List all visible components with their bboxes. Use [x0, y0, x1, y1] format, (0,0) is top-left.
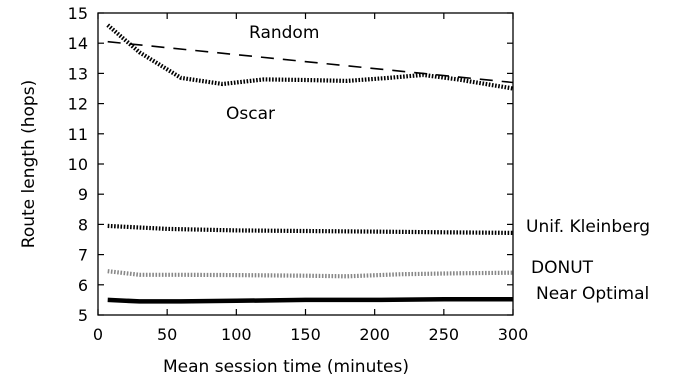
x-tick-label: 200	[359, 325, 390, 344]
y-tick-label: 10	[68, 155, 88, 174]
annotation-donut: DONUT	[531, 258, 594, 278]
x-axis-label: Mean session time (minutes)	[163, 357, 409, 377]
x-tick-label: 150	[290, 325, 321, 344]
y-tick-label: 5	[78, 306, 88, 325]
x-tick-label: 0	[93, 325, 103, 344]
y-tick-label: 12	[68, 95, 88, 114]
annotation-near-optimal: Near Optimal	[536, 284, 649, 304]
series-line-donut	[107, 269, 514, 279]
y-tick-label: 6	[78, 276, 88, 295]
y-axis-label: Route length (hops)	[19, 80, 39, 248]
x-tick-label: 250	[429, 325, 460, 344]
x-tick-label: 100	[221, 325, 252, 344]
series-line-random	[107, 40, 514, 84]
annotation-random: Random	[249, 23, 319, 43]
series-line-unif-kleinberg	[107, 223, 514, 235]
x-tick-label: 50	[157, 325, 177, 344]
y-tick-label: 11	[68, 125, 88, 144]
annotation-oscar: Oscar	[226, 104, 275, 124]
y-tick-label: 15	[68, 4, 88, 23]
x-tick-label: 300	[498, 325, 529, 344]
y-tick-label: 8	[78, 215, 88, 234]
y-tick-label: 14	[68, 34, 88, 53]
y-tick-label: 9	[78, 185, 88, 204]
ticks-layer: 0 50 100 150 200 250 300 5 6 7 8 9 10 11 12 13 14 15	[68, 4, 529, 344]
plot-frame	[97, 12, 514, 316]
series-line-near-optimal	[107, 297, 513, 304]
series-layer	[106, 23, 514, 304]
y-tick-label: 13	[68, 64, 88, 83]
y-tick-label: 7	[78, 246, 88, 265]
annotation-unif-kleinberg: Unif. Kleinberg	[526, 217, 650, 237]
series-line-oscar	[106, 23, 514, 91]
